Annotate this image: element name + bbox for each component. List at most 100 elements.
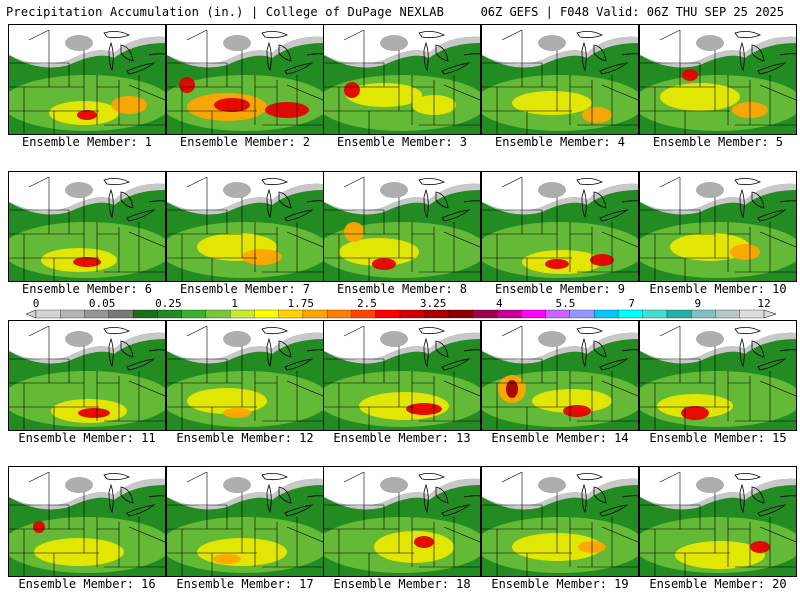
lake-huron xyxy=(435,340,449,358)
lake-michigan xyxy=(581,483,587,514)
lake-superior xyxy=(734,31,761,39)
member-label: Ensemble Member: 16 xyxy=(18,577,156,591)
precip-map xyxy=(323,171,481,282)
precip-max xyxy=(545,259,569,269)
state-border xyxy=(28,29,50,41)
precip-max xyxy=(242,249,282,265)
precip-max xyxy=(414,536,434,548)
scale-swatch xyxy=(618,309,644,319)
state-border xyxy=(186,29,208,41)
precip-map xyxy=(639,24,797,135)
scale-swatch xyxy=(84,309,110,319)
member-label: Ensemble Member: 3 xyxy=(336,135,468,149)
precip-map xyxy=(8,466,166,577)
precip-map xyxy=(8,320,166,431)
lake-huron xyxy=(751,486,765,504)
ensemble-panel: Ensemble Member: 3 xyxy=(323,24,481,167)
lake-erie xyxy=(599,62,629,75)
member-label: Ensemble Member: 4 xyxy=(494,135,626,149)
lake-huron xyxy=(593,486,607,504)
lake-erie xyxy=(126,358,156,371)
lake-michigan xyxy=(739,483,745,514)
lake-michigan xyxy=(423,41,429,72)
lake-erie xyxy=(441,358,471,371)
ensemble-panel: Ensemble Member: 1 xyxy=(8,24,166,167)
lake-erie xyxy=(126,62,156,75)
state-border xyxy=(286,380,323,397)
trace-area xyxy=(696,182,724,198)
lake-ontario xyxy=(148,349,165,352)
trace-area xyxy=(9,332,165,364)
trace-area xyxy=(380,35,408,51)
precip-map xyxy=(166,466,324,577)
lake-huron xyxy=(435,191,449,209)
lake-erie xyxy=(126,504,156,517)
scale-arrow-left xyxy=(25,309,37,319)
state-border xyxy=(501,29,523,41)
lake-ontario xyxy=(148,200,165,203)
precip-max xyxy=(344,222,364,242)
scale-swatch xyxy=(642,309,668,319)
state-border xyxy=(443,231,480,248)
scale-tick-label: 1 xyxy=(231,297,238,310)
precip-max xyxy=(750,541,770,553)
precip-map xyxy=(481,171,639,282)
ensemble-panel: Ensemble Member: 20 xyxy=(639,466,797,609)
lake-erie xyxy=(441,504,471,517)
lake-ontario xyxy=(306,349,323,352)
state-border xyxy=(343,176,365,188)
lake-ontario xyxy=(463,349,480,352)
lake-erie xyxy=(441,209,471,222)
lake-michigan xyxy=(423,188,429,219)
state-border xyxy=(343,29,365,41)
state-border xyxy=(501,325,523,337)
trace-area xyxy=(538,477,566,493)
lake-superior xyxy=(103,473,130,481)
scale-tick-label: 12 xyxy=(757,297,771,310)
state-border xyxy=(601,526,638,543)
ensemble-panel: Ensemble Member: 8 xyxy=(323,171,481,314)
lake-ontario xyxy=(463,495,480,498)
lake-superior xyxy=(734,327,761,335)
lake-huron xyxy=(435,486,449,504)
state-border xyxy=(443,84,480,101)
scale-swatch xyxy=(157,309,183,319)
lake-michigan xyxy=(266,337,272,368)
trace-area xyxy=(223,331,251,347)
member-label: Ensemble Member: 18 xyxy=(333,577,471,591)
trace-area xyxy=(65,477,93,493)
scale-swatch xyxy=(569,309,595,319)
lake-ontario xyxy=(779,200,796,203)
lake-huron xyxy=(120,486,134,504)
member-label: Ensemble Member: 9 xyxy=(494,282,626,296)
lake-ontario xyxy=(463,53,480,56)
state-border xyxy=(659,176,681,188)
state-border xyxy=(128,84,165,101)
state-border xyxy=(659,325,681,337)
precip-max xyxy=(214,98,250,112)
trace-area xyxy=(380,331,408,347)
ensemble-panel: Ensemble Member: 14 xyxy=(481,320,639,463)
state-border xyxy=(601,231,638,248)
ensemble-panel: Ensemble Member: 6 xyxy=(8,171,166,314)
scale-arrow-right xyxy=(763,309,777,319)
lake-michigan xyxy=(266,41,272,72)
trace-area xyxy=(65,35,93,51)
precip-map xyxy=(166,171,324,282)
lake-ontario xyxy=(621,349,638,352)
trace-area xyxy=(538,35,566,51)
lake-ontario xyxy=(148,495,165,498)
scale-swatch xyxy=(327,309,352,319)
member-label: Ensemble Member: 8 xyxy=(336,282,468,296)
lake-michigan xyxy=(739,337,745,368)
lake-huron xyxy=(120,191,134,209)
ensemble-panel: Ensemble Member: 19 xyxy=(481,466,639,609)
state-border xyxy=(286,84,323,101)
lake-ontario xyxy=(306,200,323,203)
color-scale-labels: 0 0.05 0.25 1 1.75 2.5 3.25 4 5.5 7 9 12 xyxy=(0,297,800,310)
precip-max xyxy=(77,110,97,120)
trace-area xyxy=(640,36,796,68)
ensemble-panel: Ensemble Member: 18 xyxy=(323,466,481,609)
precip-map xyxy=(323,24,481,135)
scale-swatch xyxy=(205,309,231,319)
